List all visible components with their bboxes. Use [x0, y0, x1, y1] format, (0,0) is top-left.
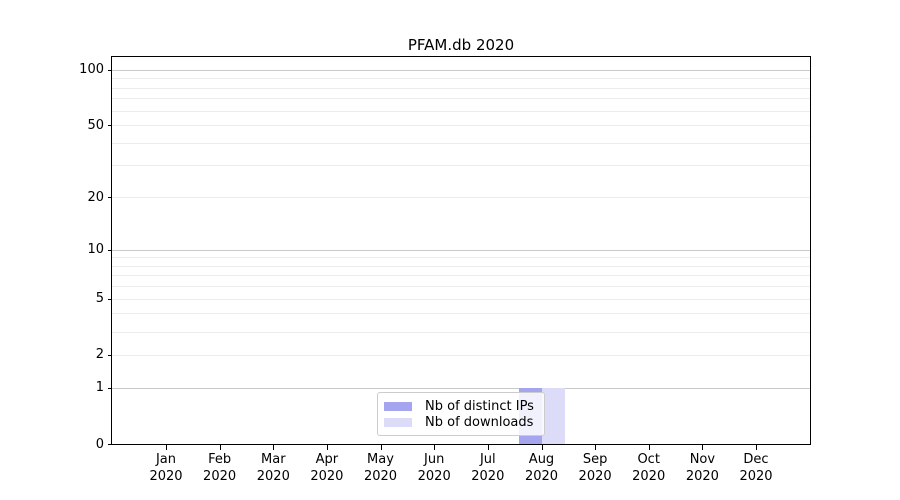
x-tick-label: Dec 2020	[724, 451, 788, 485]
gridline-major	[112, 249, 810, 251]
gridline-minor	[112, 331, 810, 333]
gridline-minor	[112, 142, 810, 144]
x-tick-year: 2020	[685, 469, 719, 484]
x-tick	[326, 445, 328, 450]
gridline-minor	[112, 87, 810, 89]
x-tick-label: Aug 2020	[510, 451, 574, 485]
x-tick	[595, 445, 597, 450]
legend-item-distinct-ips: Nb of distinct IPs	[384, 398, 536, 414]
chart-title: PFAM.db 2020	[407, 36, 515, 54]
legend-swatch-distinct-ips	[384, 401, 412, 411]
x-tick-label: Jul 2020	[456, 451, 520, 485]
x-tick-month: Mar	[261, 452, 286, 467]
x-tick	[702, 445, 704, 450]
gridline-minor	[112, 298, 810, 300]
y-tick	[108, 387, 112, 389]
x-tick-label: Sep 2020	[563, 451, 627, 485]
x-tick-label: Feb 2020	[188, 451, 252, 485]
x-tick-month: Sep	[582, 452, 608, 467]
x-tick-label: May 2020	[349, 451, 413, 485]
gridline-major	[112, 387, 810, 389]
x-tick-year: 2020	[203, 469, 237, 484]
x-tick-label: Jan 2020	[134, 451, 198, 485]
y-tick-label: 0	[95, 436, 104, 452]
y-tick	[108, 69, 112, 71]
x-tick-year: 2020	[739, 469, 773, 484]
x-tick-year: 2020	[310, 469, 344, 484]
y-tick-label: 10	[87, 242, 104, 257]
gridline-minor	[112, 275, 810, 277]
x-tick	[434, 445, 436, 450]
x-tick	[487, 445, 489, 450]
x-tick-year: 2020	[363, 469, 398, 484]
x-tick	[756, 445, 757, 450]
x-tick	[219, 445, 221, 450]
gridline-minor	[112, 110, 810, 112]
x-tick-year: 2020	[149, 469, 183, 484]
x-tick-month: Dec	[743, 452, 769, 467]
y-tick-label: 5	[95, 291, 104, 307]
x-tick	[166, 445, 167, 450]
gridline-minor	[112, 313, 810, 315]
gridline-minor	[112, 265, 810, 267]
y-tick	[108, 197, 112, 198]
gridline-minor	[112, 165, 810, 167]
x-tick	[648, 445, 650, 450]
legend-label-distinct-ips: Nb of distinct IPs	[425, 398, 534, 414]
x-tick-month: May	[367, 452, 394, 467]
legend: Nb of distinct IPs Nb of downloads	[377, 392, 545, 436]
x-tick-month: Apr	[315, 452, 339, 467]
gridline-minor	[112, 98, 810, 100]
y-tick	[108, 298, 112, 300]
gridline-minor	[112, 354, 810, 356]
x-tick	[541, 445, 543, 450]
x-tick-label: Nov 2020	[670, 451, 734, 485]
x-tick-month: Jan	[155, 452, 177, 467]
y-tick-label: 2	[95, 347, 104, 363]
y-tick-label: 100	[79, 62, 104, 78]
y-tick	[108, 354, 112, 356]
gridline-minor	[112, 78, 810, 80]
x-tick-label: Mar 2020	[241, 451, 305, 485]
x-tick-label: Apr 2020	[295, 451, 359, 485]
plot-area	[111, 56, 811, 445]
x-tick-year: 2020	[471, 469, 505, 484]
legend-swatch-downloads	[384, 417, 412, 427]
x-tick-label: Oct 2020	[617, 451, 681, 485]
gridline-minor	[112, 286, 810, 288]
y-tick-label: 1	[95, 380, 104, 396]
x-tick-label: Jun 2020	[402, 451, 466, 485]
y-tick-label: 50	[87, 117, 104, 133]
x-tick-year: 2020	[256, 469, 290, 484]
gridline-minor	[112, 197, 810, 198]
gridline-minor	[112, 125, 810, 126]
x-tick-month: Jun	[424, 452, 445, 467]
legend-item-downloads: Nb of downloads	[384, 414, 536, 430]
gridline-major	[112, 69, 810, 71]
legend-label-downloads: Nb of downloads	[425, 414, 534, 430]
x-tick-year: 2020	[632, 469, 666, 484]
y-tick-label: 20	[87, 189, 104, 205]
x-tick-month: Feb	[208, 452, 232, 467]
gridline-minor	[112, 257, 810, 259]
x-tick-year: 2020	[578, 469, 612, 484]
x-tick-month: Oct	[637, 452, 660, 467]
x-tick-month: Jul	[479, 452, 496, 467]
x-tick-month: Aug	[528, 452, 555, 467]
x-tick-year: 2020	[524, 469, 559, 484]
bar-downloads	[541, 387, 565, 444]
y-tick	[108, 125, 112, 126]
x-tick-year: 2020	[417, 469, 451, 484]
x-tick	[380, 445, 382, 450]
y-tick	[108, 249, 112, 251]
y-tick	[108, 444, 112, 445]
x-tick-month: Nov	[689, 452, 716, 467]
x-tick	[273, 445, 275, 450]
